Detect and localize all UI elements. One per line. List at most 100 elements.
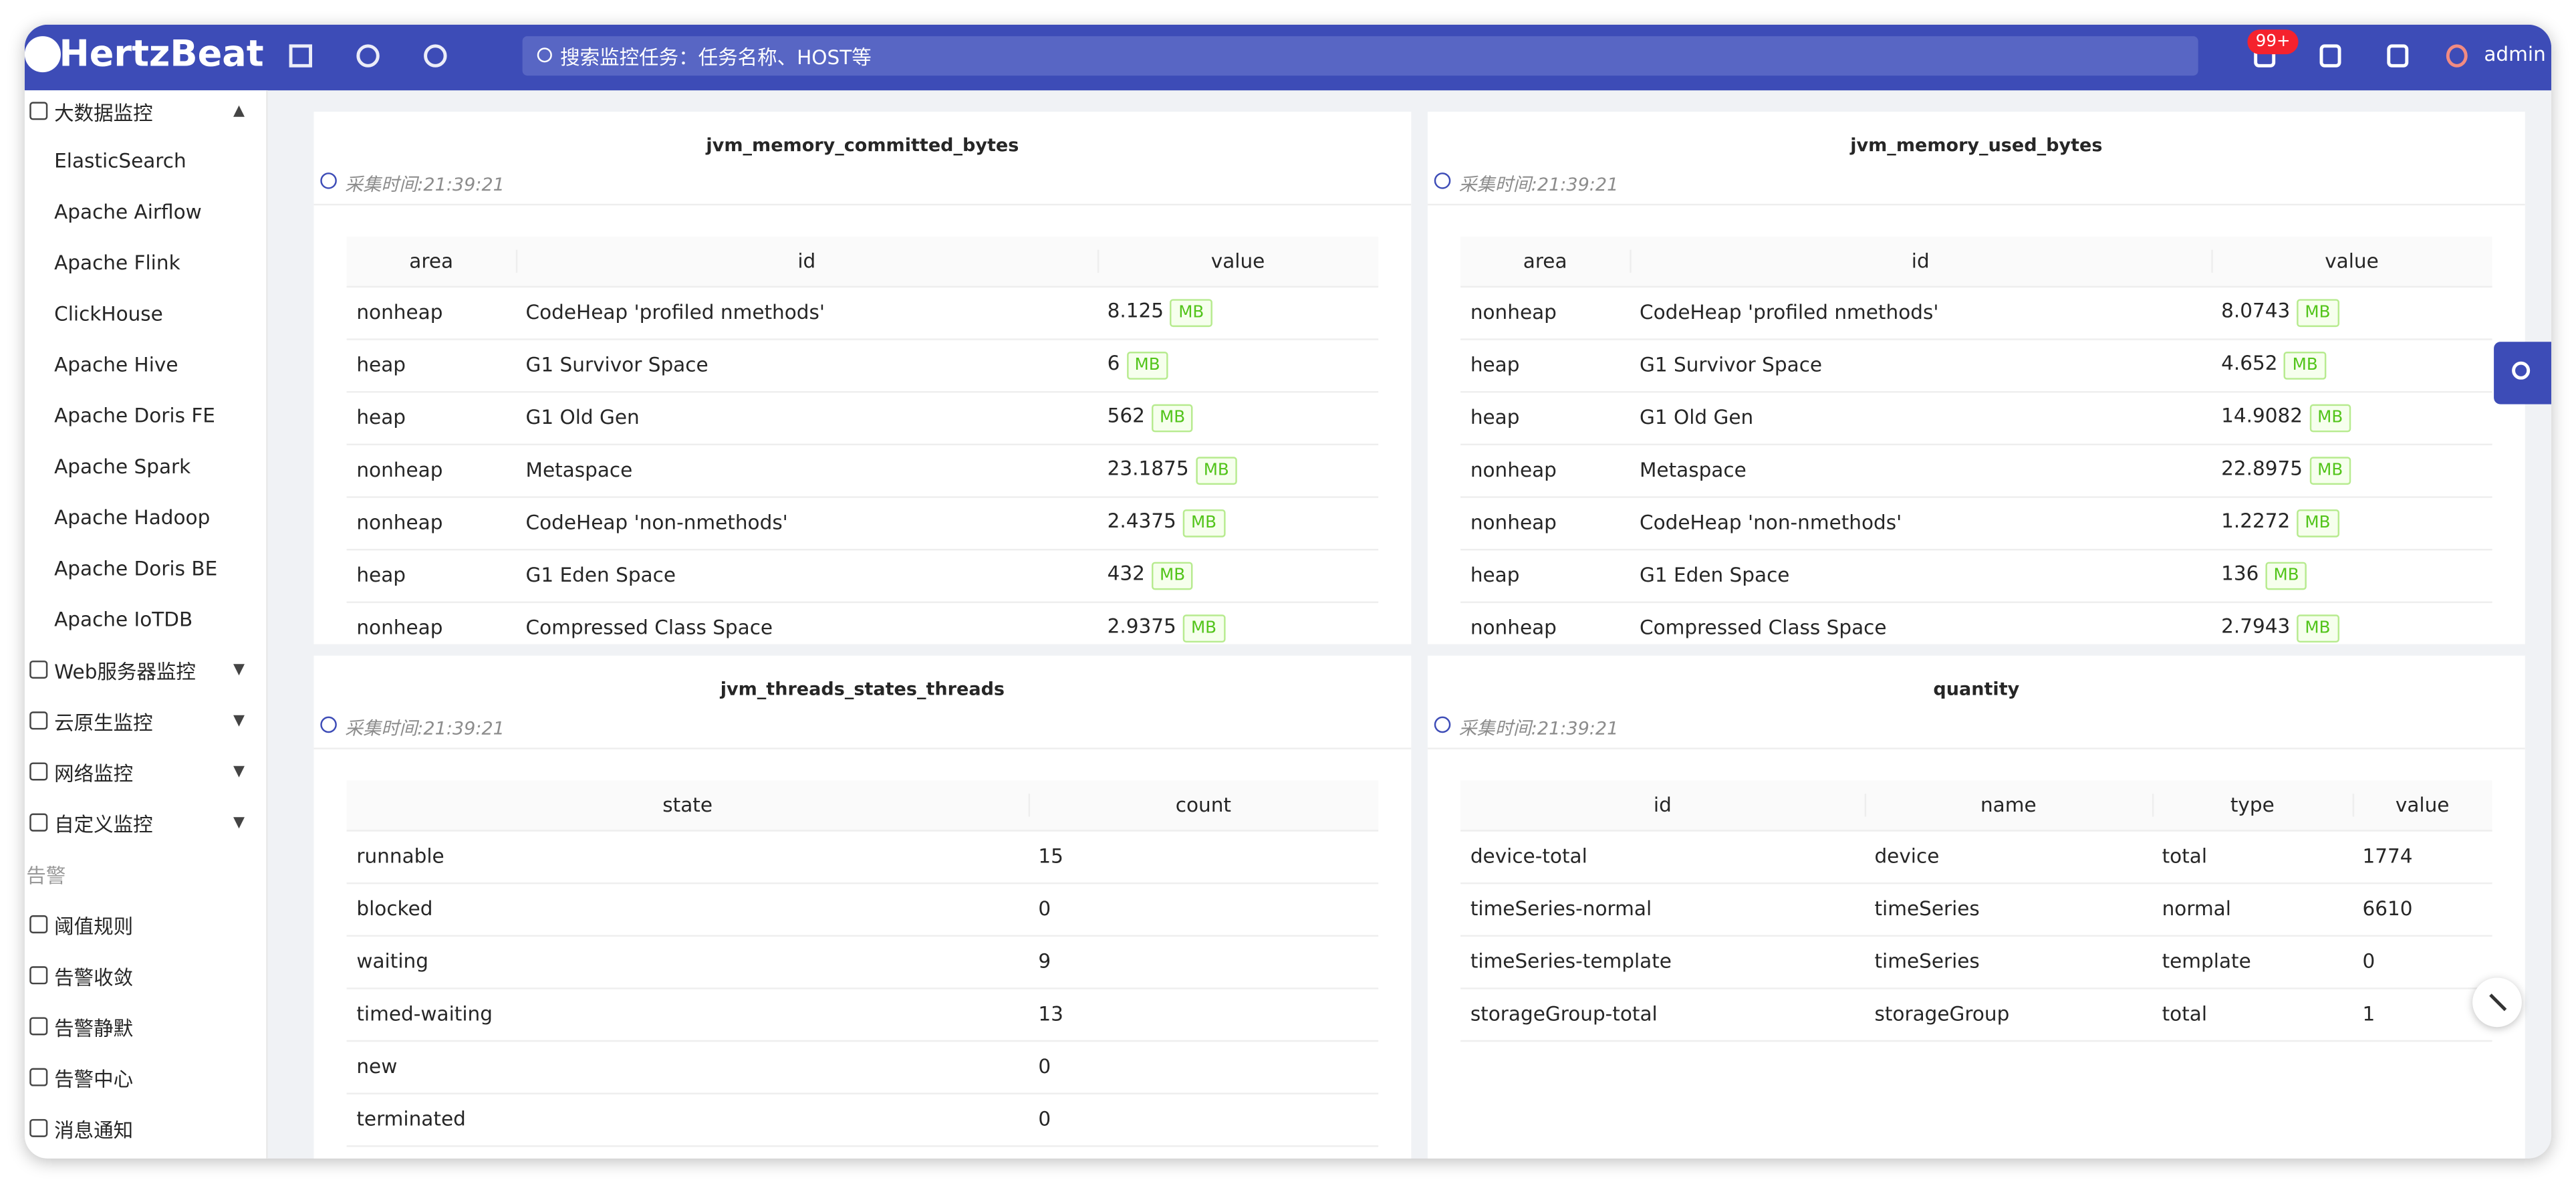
table-row: timeSeries-normaltimeSeriesnormal6610	[1460, 884, 2492, 937]
menu-toggle[interactable]	[289, 44, 312, 67]
table-row: new0	[347, 1042, 1379, 1094]
cell: nonheap	[356, 301, 442, 324]
cell: nonheap	[356, 511, 442, 534]
clock-icon	[320, 172, 337, 189]
cell: terminated	[356, 1108, 465, 1131]
cell: template	[2162, 950, 2251, 973]
cell: nonheap	[1470, 616, 1557, 639]
cell: 2.7943MB	[2221, 614, 2339, 642]
menu-group[interactable]: 大数据监控	[54, 98, 153, 126]
submenu[interactable]: 网络监控	[54, 759, 133, 788]
table-row: nonheapMetaspace22.8975MB	[1460, 445, 2492, 498]
cell: G1 Eden Space	[526, 564, 676, 586]
column-sep	[1865, 794, 1866, 816]
search-icon	[537, 47, 552, 62]
panel-title: jvm_memory_used_bytes	[1428, 135, 2525, 156]
expand-arrow: ▼	[233, 815, 245, 832]
lock-icon[interactable]	[2320, 44, 2341, 67]
submenu[interactable]: Web服务器监控	[54, 657, 196, 685]
table-row: blocked0	[347, 884, 1379, 937]
column-header: type	[2152, 794, 2353, 816]
column-sep	[1029, 794, 1030, 816]
menu-item[interactable]: ClickHouse	[54, 302, 163, 325]
column-header: area	[347, 250, 516, 273]
cell: total	[2162, 844, 2207, 867]
logo: HertzBeat	[59, 35, 263, 76]
menu-icon	[29, 966, 47, 984]
column-sep	[1098, 250, 1099, 273]
cell: Compressed Class Space	[526, 616, 773, 639]
divider	[313, 204, 1411, 205]
column-header: value	[1098, 250, 1378, 273]
cell: 9	[1038, 950, 1051, 973]
unit-tag: MB	[1183, 509, 1225, 538]
cell: G1 Survivor Space	[1640, 353, 1822, 376]
menu-item[interactable]: Apache Airflow	[54, 201, 202, 223]
magic-button[interactable]	[2472, 977, 2522, 1027]
avatar[interactable]	[2446, 44, 2468, 67]
table-row: nonheapCodeHeap 'non-nmethods'2.4375MB	[347, 498, 1379, 551]
cell: total	[2162, 1002, 2207, 1025]
menu-item[interactable]: Apache Flink	[54, 251, 180, 274]
user-name[interactable]: admin	[2484, 43, 2545, 66]
settings-icon[interactable]	[2387, 44, 2408, 67]
cell: 136MB	[2221, 562, 2307, 590]
table: areaidvaluenonheapCodeHeap 'profiled nme…	[1460, 237, 2492, 644]
table: areaidvalue nonheap CodeHeap 'profiled nme…	[347, 237, 1379, 644]
table: idnametypevaluedevice-totaldevicetotal17…	[1460, 781, 2492, 1042]
menu-item[interactable]: 告警收敛	[54, 963, 133, 991]
column-sep	[2211, 250, 2212, 273]
menu-item[interactable]: 告警中心	[54, 1065, 133, 1093]
cell: device-total	[1470, 844, 1587, 867]
cell: 2.4375MB	[1108, 509, 1225, 538]
settings-drawer-button[interactable]	[2494, 342, 2551, 404]
gitee-link[interactable]	[424, 44, 446, 67]
menu-item[interactable]: Apache Doris BE	[54, 557, 217, 580]
table-row: nonheapMetaspace23.1875MB	[347, 445, 1379, 498]
table-row: nonheapCodeHeap 'profiled nmethods'8.074…	[1460, 287, 2492, 340]
cell: 8.0743MB	[2221, 299, 2339, 327]
menu-item[interactable]: Apache IoTDB	[54, 608, 192, 630]
menu-icon	[29, 1119, 47, 1137]
group-icon	[29, 102, 47, 120]
submenu[interactable]: 自定义监控	[54, 810, 153, 838]
table-row: heapG1 Eden Space136MB	[1460, 550, 2492, 603]
table-row: heapG1 Old Gen14.9082MB	[1460, 392, 2492, 445]
submenu[interactable]: 云原生监控	[54, 708, 153, 736]
menu-item[interactable]: Apache Hadoop	[54, 506, 210, 529]
cell: Metaspace	[1640, 459, 1747, 481]
cell: CodeHeap 'profiled nmethods'	[526, 301, 825, 324]
menu-item[interactable]: Apache Hive	[54, 353, 178, 376]
menu-item[interactable]: ElasticSearch	[54, 150, 186, 172]
cell: timeSeries-normal	[1470, 897, 1652, 920]
unit-tag: MB	[1152, 562, 1194, 590]
cell: 14.9082MB	[2221, 404, 2351, 433]
table-row: timed-waiting13	[347, 989, 1379, 1042]
collect-time: 采集时间:21:39:21	[1459, 171, 1619, 197]
github-link[interactable]	[356, 44, 379, 67]
collapse-arrow: ▲	[233, 104, 245, 120]
menu-item[interactable]: 告警静默	[54, 1014, 133, 1042]
menu-item[interactable]: 消息通知	[54, 1116, 133, 1144]
cell: 562MB	[1108, 404, 1194, 433]
divider	[313, 747, 1411, 749]
table-row: device-totaldevicetotal1774	[1460, 832, 2492, 884]
cell: storageGroup-total	[1470, 1002, 1658, 1025]
cell: 0	[2362, 950, 2375, 973]
menu-item[interactable]: Apache Doris FE	[54, 404, 215, 427]
cell: blocked	[356, 897, 432, 920]
expand-arrow: ▼	[233, 663, 245, 679]
column-header: id	[516, 250, 1098, 273]
menu-item[interactable]: Apache Spark	[54, 455, 190, 478]
menu-icon	[29, 915, 47, 933]
menu-item[interactable]: 阈值规则	[54, 912, 133, 940]
collect-time: 采集时间:21:39:21	[345, 171, 505, 197]
search-placeholder: 搜索监控任务：任务名称、HOST等	[560, 43, 872, 71]
table-row: terminated0	[347, 1094, 1379, 1147]
search-box[interactable]: 搜索监控任务：任务名称、HOST等	[523, 36, 2198, 76]
column-header: id	[1460, 794, 1865, 816]
cell: heap	[1470, 353, 1520, 376]
column-sep	[516, 250, 517, 273]
cell: nonheap	[1470, 301, 1557, 324]
